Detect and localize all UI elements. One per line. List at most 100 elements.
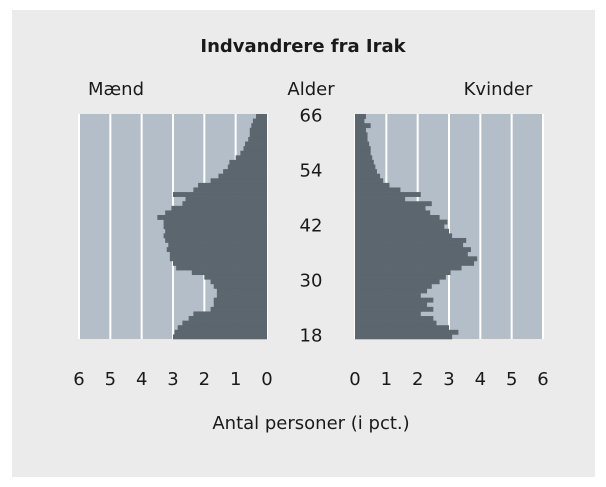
bar [355, 136, 368, 142]
bar [355, 316, 434, 321]
bar [240, 150, 267, 156]
bar [173, 192, 267, 197]
bar [227, 164, 267, 170]
x-tick-label: 0 [261, 369, 272, 390]
bar [193, 187, 267, 193]
bar [355, 114, 366, 119]
bar [355, 233, 453, 239]
bar [355, 146, 371, 152]
bar [355, 169, 377, 174]
bar [166, 247, 267, 253]
bar [355, 320, 437, 326]
bar [157, 215, 267, 220]
bar [251, 123, 267, 129]
bar [198, 182, 267, 188]
bar [355, 210, 431, 216]
bar [355, 247, 471, 253]
bar [355, 274, 446, 280]
bar [355, 293, 421, 298]
bar [163, 224, 267, 230]
bar [355, 325, 449, 331]
bar [355, 123, 371, 129]
bar [204, 274, 267, 280]
bar [249, 132, 267, 138]
bar [248, 136, 267, 142]
chart-title: Indvandrere fra Irak [200, 36, 406, 57]
bar [355, 150, 371, 156]
bar [245, 141, 267, 147]
bar [165, 237, 267, 243]
bar [163, 233, 267, 239]
bar [182, 320, 267, 326]
bar [229, 159, 267, 165]
x-tick-label: 5 [105, 369, 116, 390]
bar [355, 173, 381, 179]
bar [210, 279, 267, 285]
bar [355, 132, 368, 138]
bar [355, 279, 440, 285]
bar [165, 228, 267, 234]
x-tick-label: 2 [199, 369, 210, 390]
x-tick-label: 3 [443, 369, 454, 390]
bar [191, 270, 267, 276]
bar [169, 251, 267, 257]
bar [355, 270, 451, 276]
y-tick-label: 66 [300, 105, 323, 126]
bar [355, 192, 421, 197]
bar [173, 260, 267, 266]
bar [355, 178, 384, 184]
bar [355, 256, 478, 262]
bar [355, 224, 445, 230]
bar [355, 141, 370, 147]
bar [210, 306, 267, 312]
bar [163, 219, 267, 225]
bar [355, 265, 462, 271]
bar [355, 205, 426, 211]
x-tick-label: 1 [230, 369, 241, 390]
bar [165, 210, 267, 216]
bar [355, 242, 464, 248]
bar [216, 293, 267, 298]
bar [216, 288, 267, 294]
bar [185, 196, 267, 202]
x-tick-label: 6 [73, 369, 84, 390]
bar [193, 311, 267, 317]
bar [223, 169, 267, 174]
bar [355, 164, 376, 170]
bar [355, 297, 434, 303]
bar [173, 334, 267, 340]
y-tick-label: 18 [300, 326, 323, 347]
bar [355, 251, 468, 257]
bar [355, 283, 432, 289]
bar [355, 237, 467, 243]
bar [213, 283, 267, 289]
bar [355, 219, 448, 225]
x-tick-label: 4 [475, 369, 486, 390]
bar [355, 311, 421, 317]
bar [169, 256, 267, 262]
x-tick-label: 4 [136, 369, 147, 390]
bar [355, 182, 390, 188]
bar [355, 196, 406, 202]
x-axis-label: Antal personer (i pct.) [212, 413, 409, 434]
bar [355, 302, 428, 308]
center-label: Alder [287, 79, 335, 100]
bar [355, 329, 459, 335]
bar [355, 215, 440, 220]
bar [210, 178, 267, 184]
bar [218, 173, 267, 179]
bar [168, 242, 267, 248]
bar [252, 118, 267, 124]
y-tick-label: 42 [300, 216, 323, 237]
bar [213, 302, 267, 308]
x-tick-label: 6 [537, 369, 548, 390]
bar [188, 316, 267, 321]
bar [176, 265, 267, 271]
bar [355, 201, 432, 207]
bar [213, 297, 267, 303]
bar [171, 205, 267, 211]
bar [355, 155, 373, 161]
y-tick-label: 30 [300, 271, 323, 292]
right-label: Kvinder [464, 79, 533, 100]
